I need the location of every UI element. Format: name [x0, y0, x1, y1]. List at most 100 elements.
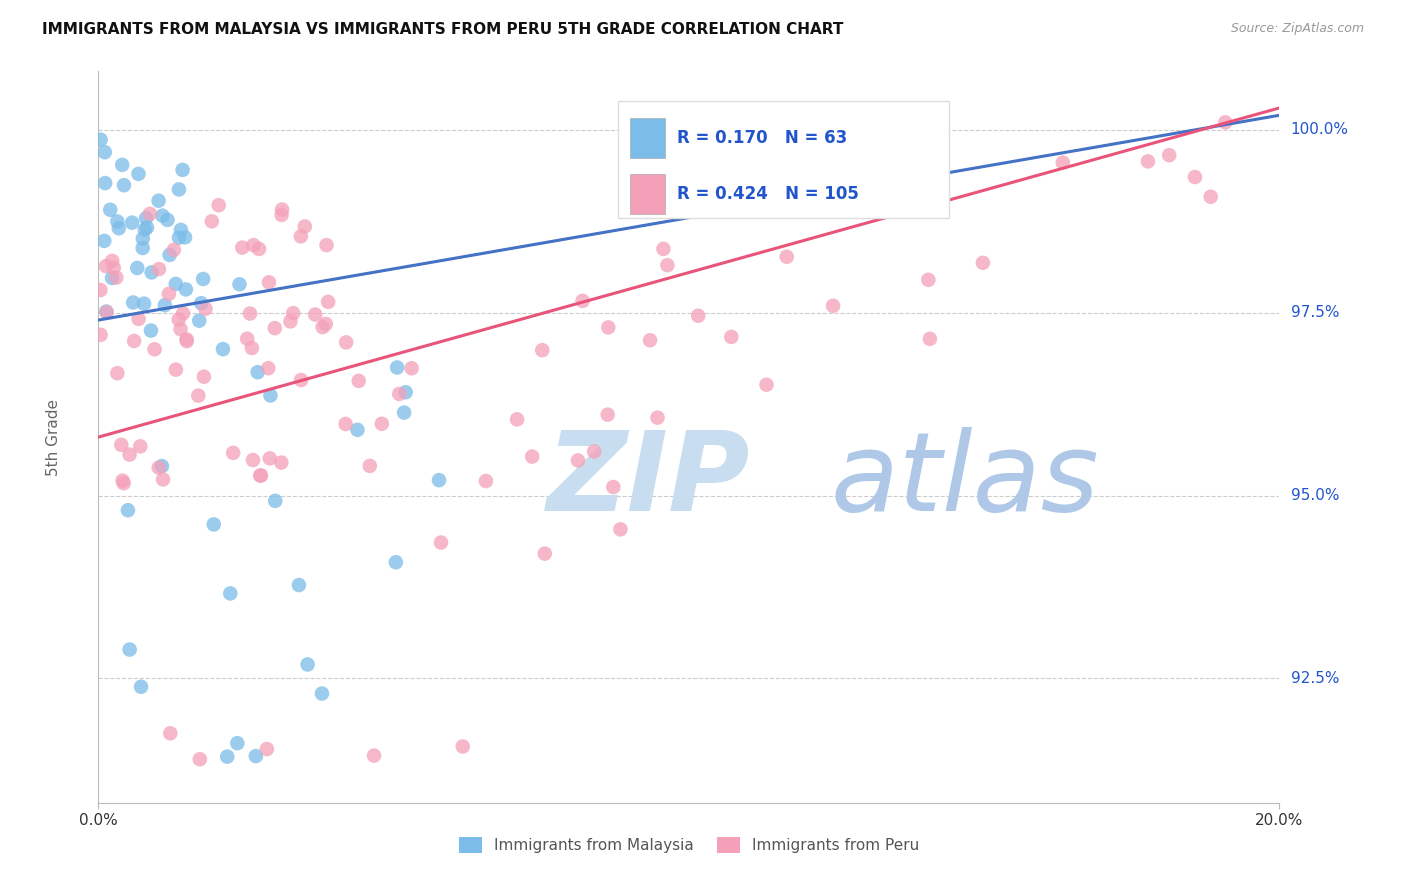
Point [135, 211, 157, 226]
Point [94, 259, 117, 273]
Point [118, 448, 141, 462]
Point [111, 158, 134, 172]
Point [759, 202, 782, 216]
Point [105, 366, 128, 380]
Point [288, 578, 311, 592]
Point [688, 309, 710, 323]
Point [152, 209, 174, 223]
Legend: Immigrants from Malaysia, Immigrants from Peru: Immigrants from Malaysia, Immigrants fro… [451, 830, 927, 861]
Point [128, 311, 150, 326]
Point [103, 260, 125, 275]
Point [174, 282, 197, 296]
Point [226, 736, 249, 750]
Point [188, 752, 211, 766]
Point [153, 298, 176, 312]
Point [533, 547, 555, 561]
Point [239, 307, 262, 321]
Point [96, 304, 118, 318]
Point [363, 748, 385, 763]
Point [371, 417, 394, 431]
Point [1184, 169, 1206, 184]
Point [202, 517, 225, 532]
Point [359, 458, 381, 473]
Point [297, 657, 319, 672]
Point [127, 260, 149, 275]
Text: 92.5%: 92.5% [1291, 671, 1339, 686]
Point [506, 412, 529, 426]
Point [193, 369, 215, 384]
Point [134, 222, 156, 236]
Point [219, 586, 242, 600]
Point [101, 253, 124, 268]
Text: ZIP: ZIP [547, 427, 751, 534]
Point [111, 474, 134, 488]
Point [242, 453, 264, 467]
Point [187, 389, 209, 403]
Point [167, 312, 190, 326]
Point [638, 333, 661, 347]
Point [163, 243, 186, 257]
Point [117, 503, 139, 517]
Point [280, 314, 302, 328]
Point [105, 270, 128, 285]
Point [174, 230, 197, 244]
Text: 5th Grade: 5th Grade [46, 399, 60, 475]
Point [150, 459, 173, 474]
Point [101, 271, 124, 285]
Point [270, 456, 292, 470]
Point [176, 332, 198, 346]
Point [451, 739, 474, 754]
Point [290, 229, 312, 244]
Point [316, 294, 339, 309]
Point [108, 221, 131, 235]
Point [315, 317, 337, 331]
Point [148, 460, 170, 475]
Text: R = 0.170   N = 63: R = 0.170 N = 63 [678, 129, 848, 147]
Point [652, 242, 675, 256]
Point [139, 207, 162, 221]
Point [755, 377, 778, 392]
Point [191, 272, 214, 286]
Point [201, 214, 224, 228]
Text: 97.5%: 97.5% [1291, 305, 1339, 320]
Point [93, 234, 115, 248]
Point [385, 555, 408, 569]
Point [401, 361, 423, 376]
Point [602, 480, 624, 494]
Point [972, 256, 994, 270]
Bar [630, 118, 665, 158]
Point [188, 313, 211, 327]
Point [165, 362, 187, 376]
Point [720, 330, 742, 344]
Point [90, 327, 112, 342]
Text: Source: ZipAtlas.com: Source: ZipAtlas.com [1230, 22, 1364, 36]
Point [346, 423, 368, 437]
Point [315, 238, 337, 252]
Point [136, 220, 159, 235]
Point [169, 322, 191, 336]
Point [250, 468, 273, 483]
Point [217, 749, 239, 764]
Point [129, 439, 152, 453]
Point [105, 214, 128, 228]
Point [245, 749, 267, 764]
Point [170, 223, 193, 237]
Point [1136, 154, 1159, 169]
Point [132, 296, 155, 310]
Point [139, 324, 162, 338]
Point [122, 295, 145, 310]
Point [311, 686, 333, 700]
Point [118, 642, 141, 657]
Text: 100.0%: 100.0% [1291, 122, 1348, 137]
Point [259, 388, 281, 402]
Point [598, 320, 620, 334]
Point [1159, 148, 1181, 162]
Point [90, 133, 112, 147]
Point [212, 342, 235, 356]
Point [647, 410, 669, 425]
Point [240, 341, 263, 355]
Text: atlas: atlas [831, 427, 1099, 534]
Point [112, 476, 135, 491]
Point [256, 742, 278, 756]
Point [657, 258, 679, 272]
